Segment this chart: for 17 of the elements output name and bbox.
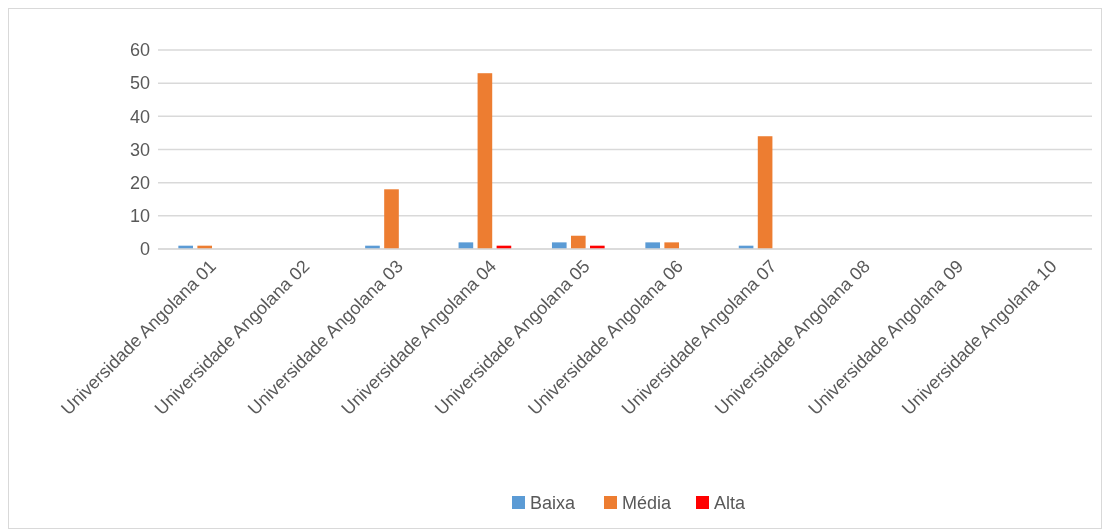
y-tick-label: 60 (129, 40, 150, 61)
y-tick-label: 0 (139, 239, 150, 260)
legend-label: Média (622, 493, 673, 514)
y-tick-label: 40 (129, 106, 150, 127)
y-tick-label: 20 (129, 172, 150, 193)
bar (664, 242, 680, 249)
bar (645, 242, 660, 249)
bar (384, 189, 399, 249)
legend-label: Baixa (530, 493, 577, 514)
legend-label: Alta (714, 493, 747, 514)
y-tick-label: 10 (129, 206, 150, 227)
y-tick-label: 50 (129, 73, 150, 94)
y-tick-label: 30 (129, 139, 150, 160)
bar (477, 73, 493, 249)
bar (757, 136, 773, 249)
bar (570, 235, 586, 249)
bar (551, 242, 567, 249)
